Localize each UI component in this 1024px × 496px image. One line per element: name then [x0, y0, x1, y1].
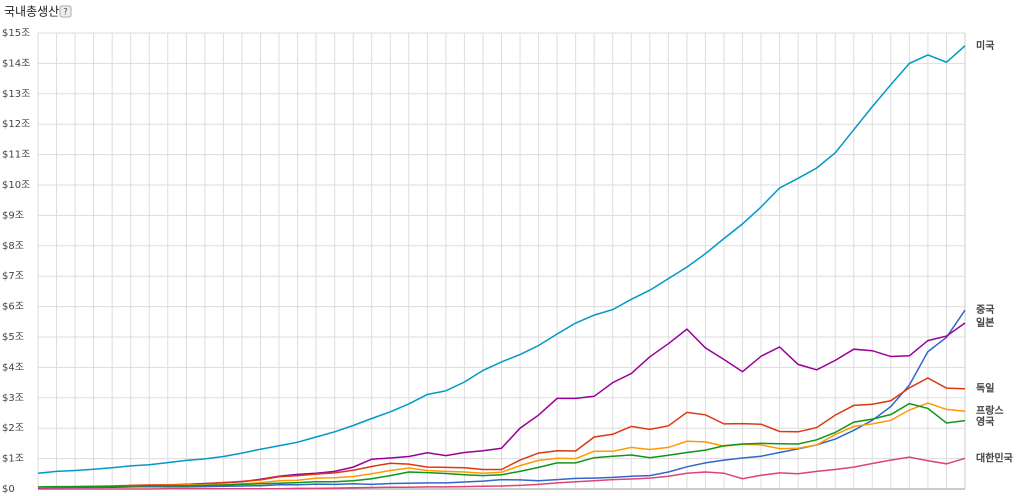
- series-label: 대한민국: [976, 451, 1013, 464]
- y-tick-label: $6조: [2, 302, 24, 313]
- series-line: [38, 456, 966, 490]
- y-tick-label: $9조: [2, 210, 24, 221]
- y-tick-label: $10조: [2, 180, 30, 191]
- y-tick-label: $5조: [2, 332, 24, 343]
- y-tick-label: $11조: [2, 150, 30, 161]
- series-line: [37, 402, 966, 488]
- help-icon-label[interactable]: ?: [63, 8, 68, 18]
- series-label: 일본: [976, 316, 994, 329]
- y-tick-label: $12조: [2, 119, 30, 130]
- y-tick-label: $14조: [2, 58, 30, 69]
- y-tick-label: $15조: [2, 28, 30, 39]
- y-tick-label: $13조: [2, 89, 30, 100]
- chart-title: 국내총생산: [4, 5, 59, 19]
- series-line: [37, 45, 966, 474]
- series-label: 영국: [976, 415, 994, 428]
- y-tick-label: $0: [2, 484, 15, 495]
- series-label: 중국: [976, 304, 994, 316]
- series-label: 프랑스: [976, 405, 1004, 417]
- y-tick-label: $1조: [2, 454, 24, 465]
- help-icon[interactable]: [59, 5, 72, 18]
- y-tick-label: $2조: [2, 423, 24, 434]
- y-tick-label: $7조: [2, 271, 24, 282]
- y-tick-label: $8조: [2, 241, 24, 252]
- y-tick-label: $4조: [2, 362, 24, 373]
- series-label: 미국: [976, 39, 994, 52]
- series-label: 독일: [976, 382, 994, 395]
- y-tick-label: $3조: [2, 393, 24, 404]
